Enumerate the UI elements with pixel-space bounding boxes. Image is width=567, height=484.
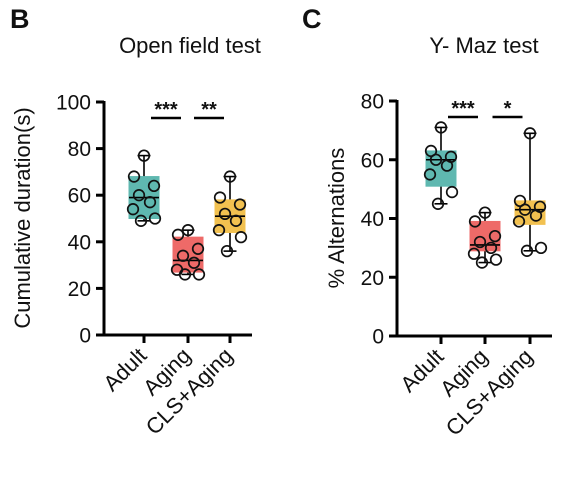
data-point bbox=[191, 242, 205, 255]
data-point bbox=[147, 179, 161, 193]
data-point bbox=[431, 197, 445, 210]
panel-label: B bbox=[10, 4, 30, 34]
data-point bbox=[220, 244, 234, 258]
y-tick-label: 40 bbox=[68, 231, 91, 254]
data-point bbox=[429, 153, 443, 166]
significance-label: * bbox=[504, 98, 512, 120]
data-point bbox=[134, 214, 148, 227]
data-point bbox=[489, 253, 503, 266]
data-point bbox=[473, 235, 487, 249]
y-tick-label: 0 bbox=[372, 326, 384, 349]
y-tick-label: 80 bbox=[361, 91, 384, 114]
data-point bbox=[423, 168, 437, 181]
data-point bbox=[176, 249, 190, 262]
data-point bbox=[143, 196, 157, 209]
data-point bbox=[126, 203, 140, 216]
significance-label: *** bbox=[451, 98, 475, 120]
data-point bbox=[148, 212, 162, 225]
data-point bbox=[467, 247, 481, 260]
data-point bbox=[178, 268, 192, 281]
chart-panel-B: B Open field test Cumulative duration(s) 0 2… bbox=[10, 4, 261, 440]
y-tick-label: 20 bbox=[361, 267, 384, 290]
data-point bbox=[518, 203, 532, 216]
y-tick-label: 60 bbox=[68, 185, 91, 208]
data-point bbox=[523, 127, 537, 140]
data-point bbox=[218, 207, 232, 220]
data-point bbox=[520, 244, 534, 257]
data-point bbox=[233, 198, 247, 211]
box-aging bbox=[469, 220, 501, 252]
data-point bbox=[212, 223, 226, 237]
data-point bbox=[534, 241, 548, 255]
panel-label: C bbox=[302, 4, 322, 34]
chart-panel-C: CY- Maz test% Alternations020406080Adult… bbox=[302, 4, 552, 441]
data-point bbox=[187, 256, 201, 269]
data-point bbox=[132, 189, 146, 202]
data-point bbox=[475, 256, 489, 269]
data-point bbox=[127, 170, 141, 183]
data-point bbox=[171, 228, 185, 241]
data-point bbox=[213, 191, 227, 204]
chart-title: Open field test bbox=[119, 33, 261, 58]
data-point bbox=[445, 185, 459, 199]
data-point bbox=[440, 159, 454, 172]
data-point bbox=[223, 170, 237, 183]
data-point bbox=[512, 215, 526, 228]
y-tick-label: 20 bbox=[68, 278, 91, 301]
significance-label: *** bbox=[154, 99, 178, 121]
y-tick-label: 0 bbox=[79, 325, 91, 348]
chart-title: Y- Maz test bbox=[429, 33, 538, 58]
y-tick-label: 80 bbox=[68, 138, 91, 161]
data-point bbox=[478, 206, 492, 219]
data-point bbox=[229, 214, 243, 227]
data-point bbox=[434, 121, 448, 134]
significance-label: ** bbox=[201, 99, 217, 121]
data-point bbox=[192, 268, 206, 281]
data-point bbox=[234, 230, 248, 244]
y-tick-label: 60 bbox=[361, 149, 384, 172]
data-point bbox=[137, 149, 151, 162]
y-axis-label: Cumulative duration(s) bbox=[10, 107, 35, 328]
data-point bbox=[529, 209, 543, 222]
y-tick-label: 40 bbox=[361, 208, 384, 231]
data-point bbox=[488, 229, 502, 243]
data-point bbox=[484, 241, 498, 255]
data-point bbox=[181, 223, 195, 237]
data-point bbox=[468, 215, 482, 228]
y-tick-label: 100 bbox=[56, 92, 91, 115]
y-axis-label: % Alternations bbox=[324, 148, 349, 289]
